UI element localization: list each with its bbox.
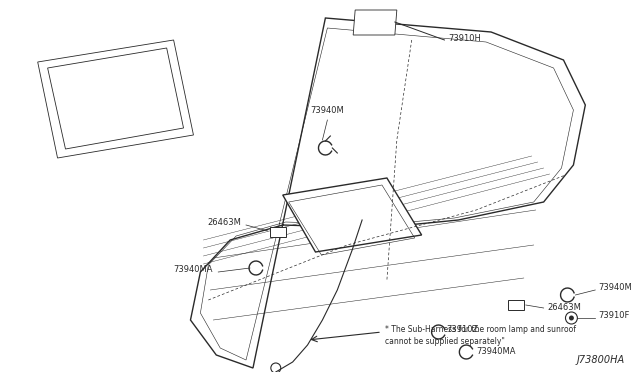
Polygon shape	[508, 300, 524, 310]
Polygon shape	[270, 227, 285, 237]
Text: cannot be supplied separately": cannot be supplied separately"	[385, 337, 505, 346]
Text: 26463M: 26463M	[548, 304, 582, 312]
Text: 73940M: 73940M	[310, 106, 344, 115]
Polygon shape	[38, 40, 193, 158]
Circle shape	[569, 315, 574, 321]
Text: 73940MA: 73940MA	[174, 266, 213, 275]
Polygon shape	[47, 48, 184, 149]
Text: 73940M: 73940M	[598, 283, 632, 292]
Text: 26463M: 26463M	[207, 218, 241, 227]
Text: J73800HA: J73800HA	[577, 355, 625, 365]
Text: 73910F: 73910F	[598, 311, 630, 321]
Polygon shape	[353, 10, 397, 35]
Text: * The Sub-Harness for the room lamp and sunroof: * The Sub-Harness for the room lamp and …	[385, 325, 576, 334]
Text: 73940MA: 73940MA	[476, 347, 516, 356]
Text: 73910H: 73910H	[449, 33, 481, 42]
Text: 73910Z: 73910Z	[447, 326, 479, 334]
Polygon shape	[283, 178, 422, 252]
Polygon shape	[191, 18, 586, 368]
